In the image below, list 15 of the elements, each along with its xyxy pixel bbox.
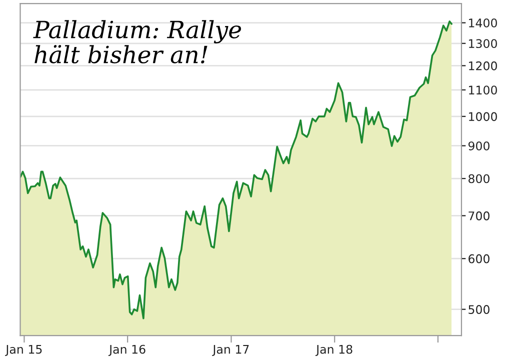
text: Palladium: Rallye hält bisher an! <box>33 20 242 64</box>
x-tick-label: Jan 18 <box>316 344 352 356</box>
y-tick-label: 800 <box>468 174 490 184</box>
y-tick-label: 1400 <box>469 18 497 28</box>
y-tick-label: 600 <box>468 254 490 264</box>
x-tick-label: Jan 17 <box>212 344 249 356</box>
y-tick-label: 1300 <box>469 39 497 48</box>
y-tick-label: 1000 <box>469 112 497 122</box>
y-tick-label: 1100 <box>469 86 497 95</box>
y-tick-label: 900 <box>468 141 490 150</box>
y-tick-label: 500 <box>468 305 490 314</box>
y-tick-label: 1200 <box>469 61 497 70</box>
x-tick-label: Jan 15 <box>5 344 42 356</box>
y-tick-label: 700 <box>468 211 490 220</box>
x-tick-label: Jan 16 <box>108 344 146 356</box>
